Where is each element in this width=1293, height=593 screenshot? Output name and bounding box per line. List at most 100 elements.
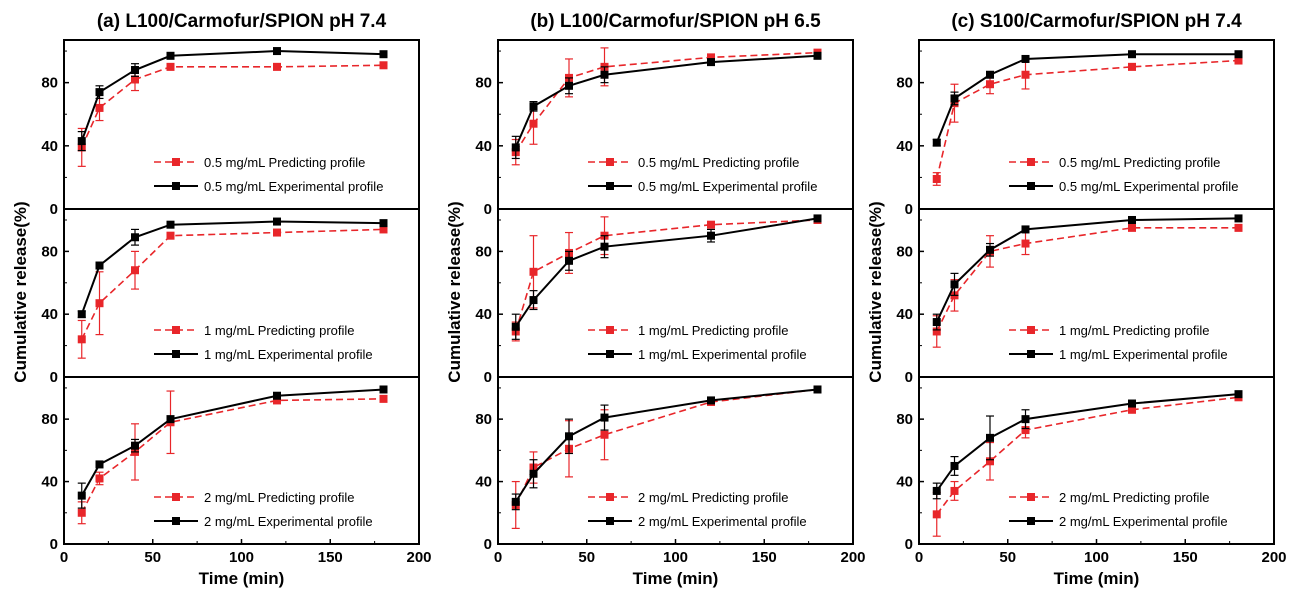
y-tick-label: 40 (896, 306, 913, 323)
data-point (1128, 50, 1136, 59)
y-tick-label: 80 (41, 411, 58, 428)
data-point (95, 88, 104, 97)
legend-swatch-marker (606, 158, 614, 166)
data-point (511, 143, 520, 152)
y-tick-label: 40 (475, 306, 492, 323)
data-point (813, 214, 822, 223)
series-line (936, 227, 1239, 332)
data-point (77, 508, 86, 517)
x-tick-label: 200 (840, 549, 865, 566)
data-point (986, 457, 994, 466)
legend-label: 2 mg/mL Predicting profile (1059, 490, 1210, 505)
y-tick-label: 40 (475, 474, 492, 491)
data-point (273, 396, 281, 405)
series-line (935, 59, 1239, 180)
legend-label: 1 mg/mL Predicting profile (1059, 323, 1210, 338)
series-experimental (932, 390, 1243, 500)
data-point (379, 385, 388, 394)
x-tick-label: 150 (318, 549, 343, 566)
legend-swatch-marker (606, 493, 614, 501)
y-tick-label: 0 (50, 369, 58, 386)
data-point (565, 81, 573, 90)
data-point (707, 396, 715, 405)
data-point (950, 461, 959, 470)
y-tick-label: 0 (484, 369, 492, 386)
y-tick-label: 0 (484, 536, 492, 553)
y-tick-label: 0 (484, 201, 492, 218)
x-tick-label: 0 (494, 549, 502, 566)
chart-0: (a) L100/Carmofur/SPION pH 7.4 Cumulative… (11, 11, 432, 588)
data-point (932, 510, 941, 519)
data-point (932, 327, 941, 336)
x-axis-label: Time (min) (199, 569, 285, 588)
series-line (80, 50, 384, 142)
series-predicting (511, 47, 822, 166)
legend-swatch-marker (172, 493, 180, 501)
series-line (81, 398, 384, 514)
data-point (1021, 426, 1030, 435)
data-point (379, 50, 388, 59)
y-tick-label: 40 (41, 474, 58, 491)
x-axis-label: Time (min) (1054, 569, 1140, 588)
legend-label: 2 mg/mL Predicting profile (638, 490, 789, 505)
data-point (600, 413, 609, 422)
y-tick-label: 0 (905, 201, 913, 218)
y-axis-label: Cumulative release(%) (11, 201, 30, 382)
data-point (273, 391, 281, 400)
panel-1: 0 40 80 1 mg/mL Predicting profile 1 mg/mL E… (896, 208, 1275, 386)
y-tick-label: 0 (50, 201, 58, 218)
series-experimental (932, 50, 1243, 147)
data-point (1128, 223, 1136, 232)
series-experimental (932, 214, 1243, 331)
series-experimental (77, 385, 388, 509)
y-tick-label: 40 (475, 138, 492, 155)
data-point (986, 70, 994, 79)
legend-label: 1 mg/mL Experimental profile (1059, 347, 1228, 362)
data-point (1128, 62, 1136, 71)
data-point (131, 75, 139, 84)
x-axis-label: Time (min) (633, 569, 719, 588)
y-axis-label: Cumulative release(%) (445, 201, 464, 382)
data-point (77, 335, 86, 344)
panel-0: 0 40 80 0.5 mg/mL Predicting profile 0.5 mg/… (896, 39, 1275, 218)
data-point (813, 51, 822, 60)
data-point (1128, 215, 1136, 224)
y-tick-label: 80 (896, 75, 913, 92)
data-point (1234, 214, 1243, 223)
legend-swatch-marker (172, 326, 180, 334)
data-point (131, 266, 139, 275)
legend-label: 2 mg/mL Experimental profile (1059, 514, 1228, 529)
data-point (131, 441, 139, 450)
data-point (379, 225, 388, 234)
legend-label: 0.5 mg/mL Predicting profile (638, 155, 799, 170)
y-tick-label: 80 (896, 243, 913, 260)
data-point (95, 299, 104, 308)
legend-label: 0.5 mg/mL Predicting profile (204, 155, 365, 170)
legend-label: 2 mg/mL Experimental profile (638, 514, 807, 529)
data-point (950, 280, 959, 289)
data-point (379, 394, 388, 403)
legend-label: 0.5 mg/mL Experimental profile (204, 179, 383, 194)
series-line (80, 388, 384, 497)
legend-label: 1 mg/mL Experimental profile (638, 347, 807, 362)
legend-label: 1 mg/mL Predicting profile (638, 323, 789, 338)
x-tick-label: 200 (406, 549, 431, 566)
data-point (77, 491, 86, 500)
y-tick-label: 40 (896, 138, 913, 155)
data-point (932, 174, 941, 183)
y-axis-label: Cumulative release(%) (866, 201, 885, 382)
data-point (1234, 390, 1243, 399)
series-line (81, 64, 384, 148)
data-point (600, 70, 609, 79)
chart-title: (a) L100/Carmofur/SPION pH 7.4 (97, 11, 387, 32)
series-experimental (511, 214, 822, 340)
data-point (95, 460, 104, 469)
y-tick-label: 40 (41, 306, 58, 323)
series-line (935, 217, 1239, 323)
y-tick-label: 40 (41, 138, 58, 155)
data-point (986, 80, 994, 89)
data-point (273, 228, 281, 237)
data-point (950, 94, 959, 103)
legend-label: 0.5 mg/mL Predicting profile (1059, 155, 1220, 170)
